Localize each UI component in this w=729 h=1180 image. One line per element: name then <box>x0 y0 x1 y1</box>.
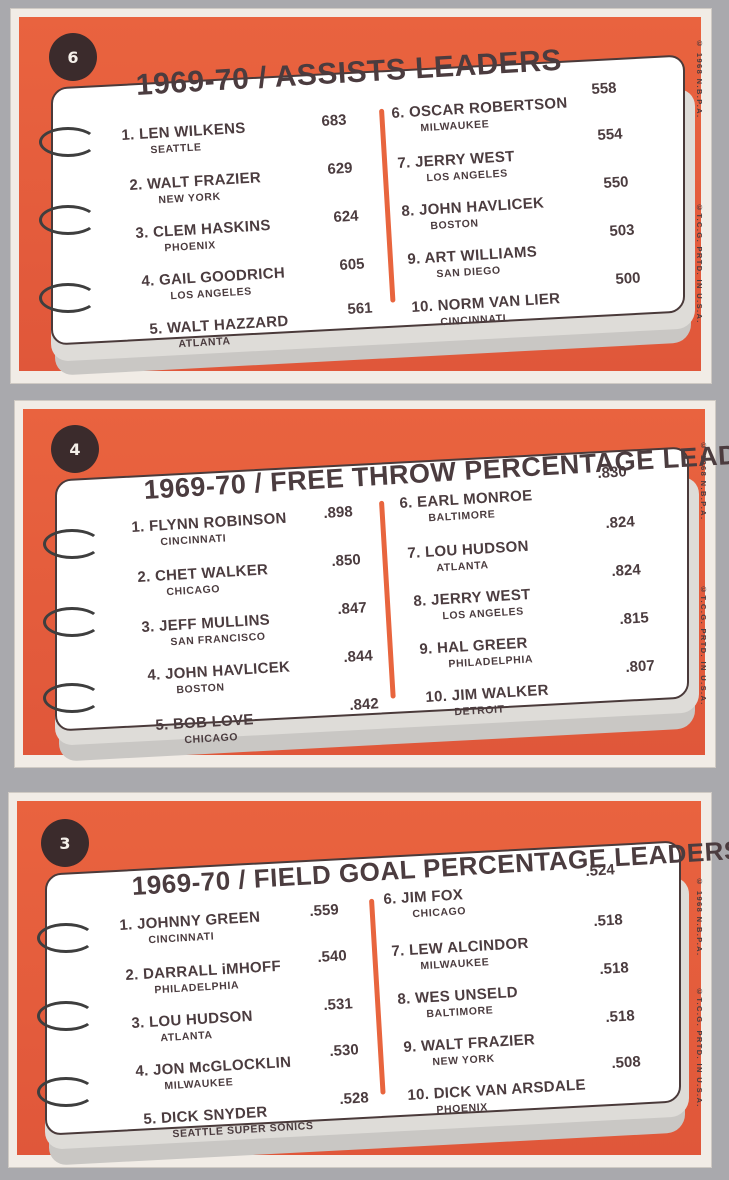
list-item: 6. JIM FOX CHICAGO <box>383 886 467 921</box>
binder-ring-icon <box>37 1001 95 1031</box>
binder-ring-icon <box>39 283 97 313</box>
binder-ring-icon <box>43 529 101 559</box>
stat-value: 500 <box>615 269 641 288</box>
binder-ring-icon <box>39 127 97 157</box>
stat-value: .528 <box>339 1089 370 1108</box>
stat-value: 550 <box>603 173 629 192</box>
stat-value: 561 <box>347 299 373 318</box>
copyright-text: © 1968 N.B.P.A. <box>695 39 704 119</box>
copyright-text: © 1968 N.B.P.A. <box>699 441 708 521</box>
stat-value: .898 <box>323 503 354 522</box>
stat-value: 683 <box>321 111 347 130</box>
stat-value: .815 <box>619 609 650 628</box>
stat-value: .830 <box>597 463 628 482</box>
stat-value: .559 <box>309 901 340 920</box>
binder-ring-icon <box>43 683 101 713</box>
stat-value: .518 <box>599 959 630 978</box>
stat-value: 503 <box>609 221 635 240</box>
card-number-badge: 6 <box>49 33 97 81</box>
stat-value: .847 <box>337 599 368 618</box>
binder-ring-icon <box>37 1077 95 1107</box>
stat-value: .824 <box>605 513 636 532</box>
stat-value: .524 <box>585 861 616 880</box>
printed-in-text: ©T.C.G. PRTD. IN U.S.A. <box>695 987 704 1108</box>
stat-value: .807 <box>625 657 656 676</box>
stat-value: .531 <box>323 995 354 1014</box>
printed-in-text: ©T.C.G. PRTD. IN U.S.A. <box>695 203 704 324</box>
stat-value: .530 <box>329 1041 360 1060</box>
binder-ring-icon <box>39 205 97 235</box>
card-number-badge: 3 <box>41 819 89 867</box>
stat-value: .508 <box>611 1053 642 1072</box>
binder-ring-icon <box>37 923 95 953</box>
card-number-badge: 4 <box>51 425 99 473</box>
stat-value: .824 <box>611 561 642 580</box>
stat-value: 558 <box>591 79 617 98</box>
stat-value: 605 <box>339 255 365 274</box>
leader-card-free-throw: 4 1969-70 / FREE THROW PERCENTAGE LEADER… <box>14 400 729 768</box>
printed-in-text: ©T.C.G. PRTD. IN U.S.A. <box>699 585 708 706</box>
stat-value: .540 <box>317 947 348 966</box>
stat-value: 624 <box>333 207 359 226</box>
stat-value: .850 <box>331 551 362 570</box>
copyright-text: © 1968 N.B.P.A. <box>695 877 704 957</box>
binder-ring-icon <box>43 607 101 637</box>
leader-card-assists: 6 1969-70 / ASSISTS LEADERS 1. LEN WILKE… <box>10 8 712 384</box>
leader-card-field-goal: 3 1969-70 / FIELD GOAL PERCENTAGE LEADER… <box>8 792 729 1168</box>
stat-value: .518 <box>593 911 624 930</box>
stat-value: 629 <box>327 159 353 178</box>
list-item: 5. BOB LOVE CHICAGO <box>155 711 255 747</box>
stat-value: .518 <box>605 1007 636 1026</box>
stat-value: .842 <box>349 695 380 714</box>
stat-value: 554 <box>597 125 623 144</box>
stat-value: .844 <box>343 647 374 666</box>
